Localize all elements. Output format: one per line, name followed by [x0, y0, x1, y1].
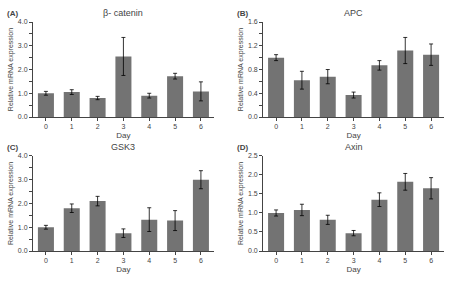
svg-text:1.0: 1.0: [248, 209, 258, 216]
svg-text:5: 5: [403, 257, 407, 264]
svg-text:0: 0: [274, 257, 278, 264]
svg-text:Relative mRNA expression: Relative mRNA expression: [7, 28, 15, 111]
svg-text:6: 6: [429, 123, 433, 130]
svg-text:4: 4: [147, 257, 151, 264]
svg-text:3: 3: [121, 257, 125, 264]
svg-text:0.8: 0.8: [248, 66, 258, 73]
svg-text:4: 4: [147, 123, 151, 130]
svg-text:1.2: 1.2: [248, 42, 258, 49]
svg-text:0: 0: [274, 123, 278, 130]
svg-text:1.0: 1.0: [18, 224, 28, 231]
svg-text:2.5: 2.5: [248, 152, 258, 159]
svg-text:1: 1: [300, 123, 304, 130]
svg-text:3: 3: [121, 123, 125, 130]
svg-text:Axin: Axin: [345, 142, 363, 152]
svg-text:4.0: 4.0: [18, 152, 28, 159]
svg-text:3.0: 3.0: [18, 42, 28, 49]
svg-text:2.0: 2.0: [18, 200, 28, 207]
svg-text:0: 0: [44, 123, 48, 130]
svg-text:5: 5: [403, 123, 407, 130]
svg-text:0.0: 0.0: [248, 113, 258, 120]
svg-text:4: 4: [377, 257, 381, 264]
svg-text:6: 6: [429, 257, 433, 264]
svg-text:1.6: 1.6: [248, 18, 258, 25]
svg-text:APC: APC: [344, 8, 363, 18]
svg-text:2: 2: [96, 123, 100, 130]
svg-text:2.0: 2.0: [248, 171, 258, 178]
svg-text:3: 3: [352, 123, 356, 130]
svg-text:3: 3: [352, 257, 356, 264]
svg-text:2: 2: [326, 123, 330, 130]
svg-text:0.0: 0.0: [18, 113, 28, 120]
svg-text:β- catenin: β- catenin: [103, 8, 143, 18]
svg-text:2: 2: [96, 257, 100, 264]
svg-text:0: 0: [44, 257, 48, 264]
svg-text:Relative mRNA expression: Relative mRNA expression: [237, 162, 245, 245]
svg-text:Day: Day: [116, 265, 130, 274]
svg-text:0.4: 0.4: [248, 90, 258, 97]
svg-text:(D): (D): [237, 143, 248, 152]
svg-text:Relative mRNA expression: Relative mRNA expression: [7, 162, 15, 245]
svg-text:Day: Day: [116, 131, 130, 140]
svg-text:6: 6: [199, 257, 203, 264]
svg-text:5: 5: [173, 123, 177, 130]
svg-text:4: 4: [377, 123, 381, 130]
svg-text:1.5: 1.5: [248, 190, 258, 197]
svg-text:(C): (C): [7, 143, 18, 152]
svg-text:3.0: 3.0: [18, 176, 28, 183]
svg-text:1: 1: [70, 123, 74, 130]
svg-text:1: 1: [70, 257, 74, 264]
svg-text:Day: Day: [346, 131, 360, 140]
svg-text:GSK3: GSK3: [111, 142, 135, 152]
svg-text:1.0: 1.0: [18, 90, 28, 97]
svg-text:6: 6: [199, 123, 203, 130]
svg-text:Relative mRNA expression: Relative mRNA expression: [237, 28, 245, 111]
svg-text:(B): (B): [237, 9, 248, 18]
svg-text:0.5: 0.5: [248, 228, 258, 235]
svg-text:1: 1: [300, 257, 304, 264]
svg-text:2.0: 2.0: [18, 66, 28, 73]
svg-text:0.0: 0.0: [18, 247, 28, 254]
svg-text:0.0: 0.0: [248, 247, 258, 254]
svg-text:Day: Day: [346, 265, 360, 274]
svg-text:2: 2: [326, 257, 330, 264]
svg-text:(A): (A): [7, 9, 18, 18]
svg-text:5: 5: [173, 257, 177, 264]
svg-text:4.0: 4.0: [18, 18, 28, 25]
